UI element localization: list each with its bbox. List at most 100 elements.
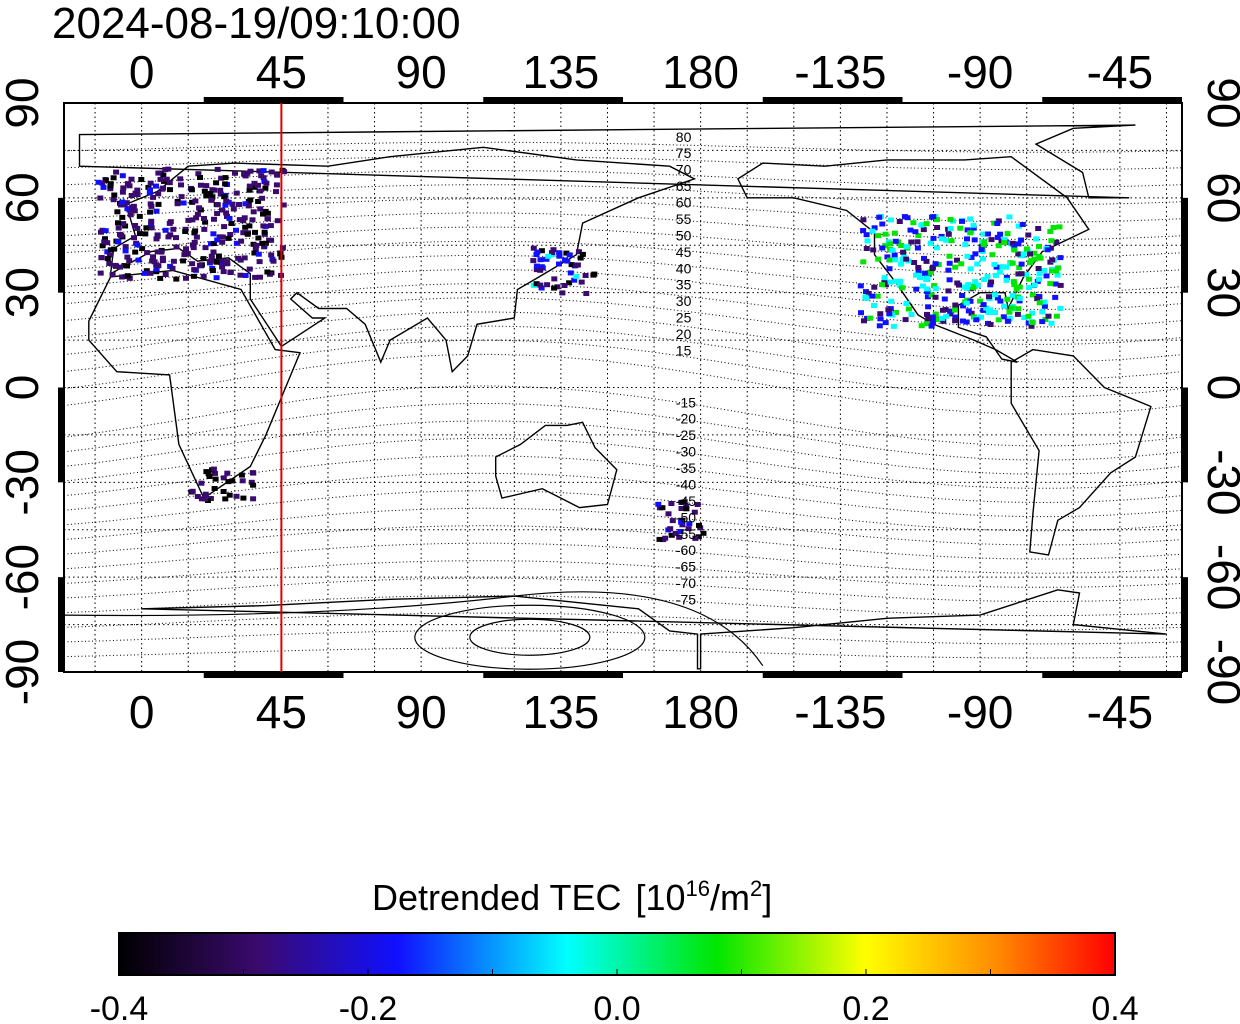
- tec-pixel: [244, 231, 251, 237]
- tec-pixel: [184, 251, 191, 256]
- tec-pixel: [977, 298, 984, 304]
- tec-pixel: [886, 266, 893, 272]
- tec-pixel: [988, 279, 995, 285]
- tec-pixel: [1043, 273, 1050, 279]
- longitude-tick-label: -135: [794, 46, 886, 98]
- tec-pixel: [954, 257, 960, 263]
- tec-pixel: [244, 170, 251, 176]
- magnetic-contour: [64, 630, 1182, 645]
- tec-pixel: [246, 183, 253, 189]
- tec-pixel: [892, 238, 899, 244]
- tec-pixel: [890, 323, 897, 329]
- tec-pixel: [1029, 320, 1036, 325]
- tec-pixel: [100, 184, 107, 190]
- tec-pixel: [178, 194, 185, 200]
- tec-pixel: [677, 529, 684, 534]
- tec-pixel: [538, 248, 545, 254]
- tec-pixel: [1031, 256, 1038, 262]
- tec-pixel: [202, 496, 209, 502]
- tec-pixel: [891, 230, 898, 236]
- tec-pixel: [991, 220, 998, 226]
- axis-bar: [1042, 97, 1182, 103]
- tec-pixel: [222, 181, 229, 187]
- tec-pixel: [220, 269, 227, 275]
- tec-pixel: [203, 183, 210, 189]
- tec-pixel: [981, 277, 988, 282]
- latitude-tick-label: 30: [0, 267, 48, 318]
- tec-pixel: [1009, 260, 1016, 266]
- tec-pixel: [695, 534, 702, 540]
- tec-pixel: [993, 264, 1000, 270]
- tec-pixel: [934, 225, 941, 230]
- tec-pixel: [972, 251, 979, 257]
- tec-pixel: [131, 235, 137, 241]
- tec-pixel: [972, 279, 979, 285]
- tec-pixel: [201, 188, 208, 194]
- coastline-eurasia: [109, 146, 697, 374]
- tec-pixel: [947, 217, 954, 222]
- tec-pixel: [191, 239, 198, 245]
- tec-pixel: [189, 217, 196, 223]
- tec-pixel: [889, 247, 896, 253]
- tec-pixel: [1029, 292, 1036, 298]
- axis-bar: [762, 672, 903, 678]
- tec-pixel: [147, 187, 153, 193]
- tec-pixel: [221, 194, 228, 200]
- tec-pixel: [947, 311, 954, 317]
- tec-pixel: [867, 315, 873, 321]
- tec-pixel: [980, 243, 987, 248]
- tec-pixel: [202, 245, 209, 251]
- tec-pixel: [128, 176, 135, 182]
- tec-pixel: [260, 211, 266, 217]
- tec-pixel: [268, 252, 275, 258]
- tec-pixel: [211, 216, 217, 222]
- tec-pixel: [240, 495, 247, 501]
- tec-pixel: [946, 253, 953, 259]
- tec-pixel: [112, 263, 119, 269]
- tec-pixel: [227, 232, 234, 237]
- tec-pixel: [200, 256, 207, 262]
- colorbar-tick-label: 0.0: [593, 990, 640, 1024]
- tec-pixel: [219, 207, 225, 213]
- tec-pixel: [246, 266, 253, 272]
- tec-pixel: [1001, 236, 1008, 242]
- tec-pixel: [995, 218, 1002, 224]
- tec-pixel: [154, 232, 161, 238]
- magnetic-latitude-label: 55: [676, 211, 692, 227]
- tec-pixel: [277, 251, 284, 257]
- tec-pixel: [214, 211, 221, 216]
- tec-pixel: [904, 215, 911, 221]
- tec-pixel: [919, 283, 926, 289]
- tec-pixel: [1015, 271, 1022, 277]
- tec-pixel: [538, 285, 545, 291]
- tec-pixel: [656, 536, 663, 542]
- tec-pixel: [571, 277, 578, 283]
- tec-pixel: [196, 205, 203, 211]
- tec-pixel: [577, 255, 584, 261]
- tec-pixel: [1036, 300, 1043, 306]
- tec-pixel: [196, 262, 203, 268]
- tec-pixel: [920, 227, 927, 233]
- tec-pixel: [188, 187, 195, 193]
- tec-pixel: [143, 268, 150, 274]
- longitude-tick-label: 0: [129, 686, 155, 738]
- tec-pixel: [922, 270, 929, 276]
- tec-pixel: [270, 258, 277, 264]
- tec-pixel: [117, 264, 124, 270]
- tec-pixel: [874, 293, 881, 299]
- tec-pixel: [945, 288, 952, 294]
- tec-pixel: [180, 258, 187, 264]
- tec-pixel: [923, 258, 930, 264]
- tec-pixel: [857, 283, 864, 289]
- tec-pixel: [1057, 282, 1064, 288]
- tec-pixel: [218, 258, 225, 264]
- tec-pixel: [193, 234, 200, 240]
- tec-pixel: [1011, 282, 1018, 288]
- tec-pixel: [655, 501, 662, 507]
- tec-pixel: [696, 522, 702, 528]
- tec-pixel: [232, 170, 238, 176]
- tec-pixel: [264, 269, 271, 275]
- tec-pixel: [533, 281, 540, 287]
- tec-pixel: [1009, 292, 1016, 298]
- tec-pixel: [943, 313, 950, 319]
